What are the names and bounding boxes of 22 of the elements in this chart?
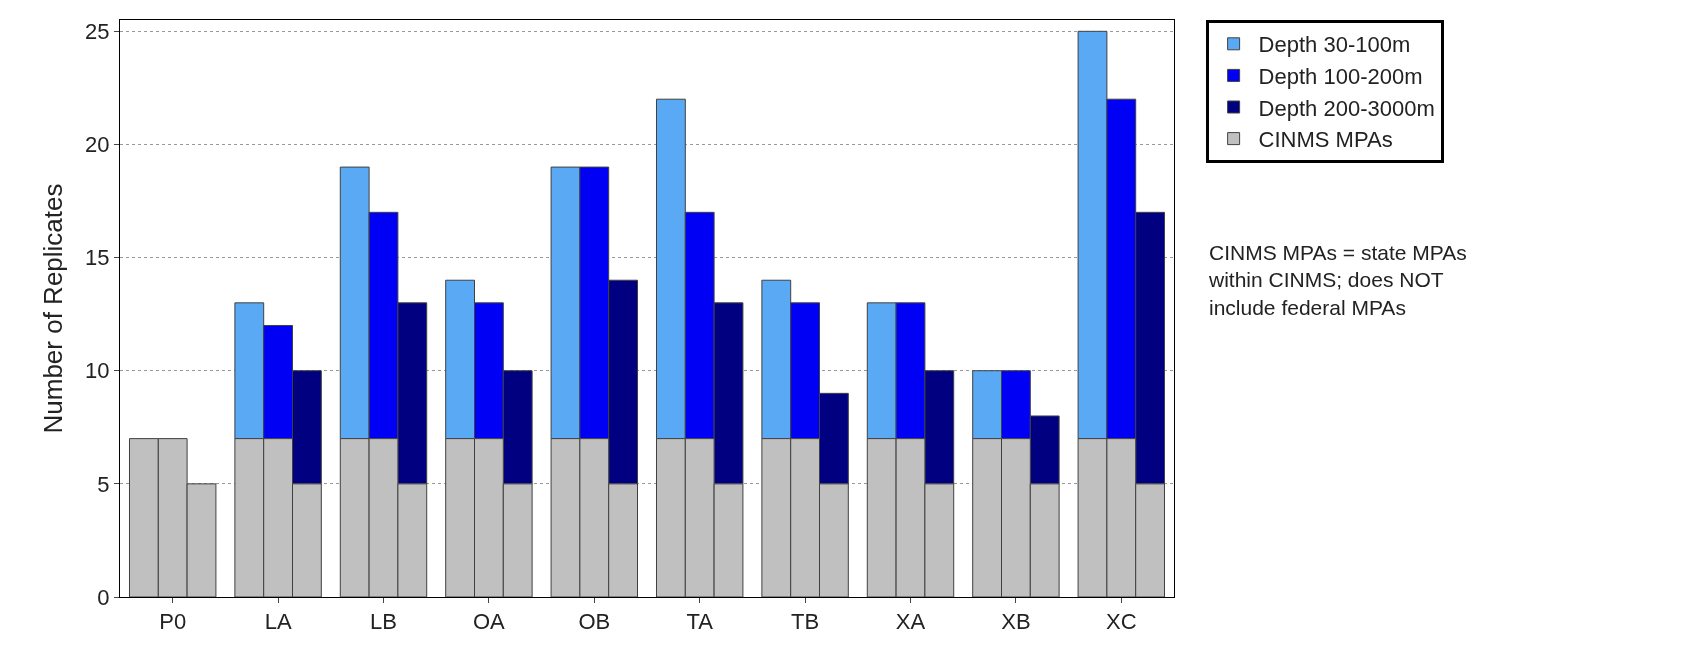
y-tick-label: 15 (85, 245, 110, 271)
x-tick-label: XA (895, 609, 926, 635)
x-tick-label: P0 (159, 609, 187, 635)
y-tick-label: 5 (97, 471, 110, 497)
legend-label: Depth 200-3000m (1258, 95, 1435, 121)
y-tick-label: 25 (85, 19, 110, 45)
x-tick-label: OB (578, 609, 611, 635)
x-tick-label: TA (686, 609, 714, 635)
y-tick-label: 0 (97, 584, 110, 610)
legend-label: CINMS MPAs (1258, 127, 1393, 153)
x-tick-label: XB (1001, 609, 1031, 635)
y-tick-label: 20 (85, 132, 110, 158)
x-tick-label: LB (370, 609, 397, 635)
y-tick-label: 10 (85, 358, 110, 384)
x-tick-label: XC (1106, 609, 1137, 635)
x-tick-label: TB (791, 609, 820, 635)
text: CINMS MPAs = state MPAs within CINMS; does NOT include federal MPAs (1208, 241, 1467, 319)
legend-label: Depth 30-100m (1258, 32, 1411, 58)
x-tick-label: OA (473, 609, 506, 635)
legend-label: Depth 100-200m (1258, 63, 1423, 89)
y-axis-title: Number of Replicates (37, 183, 68, 434)
x-tick-label: LA (264, 609, 292, 635)
